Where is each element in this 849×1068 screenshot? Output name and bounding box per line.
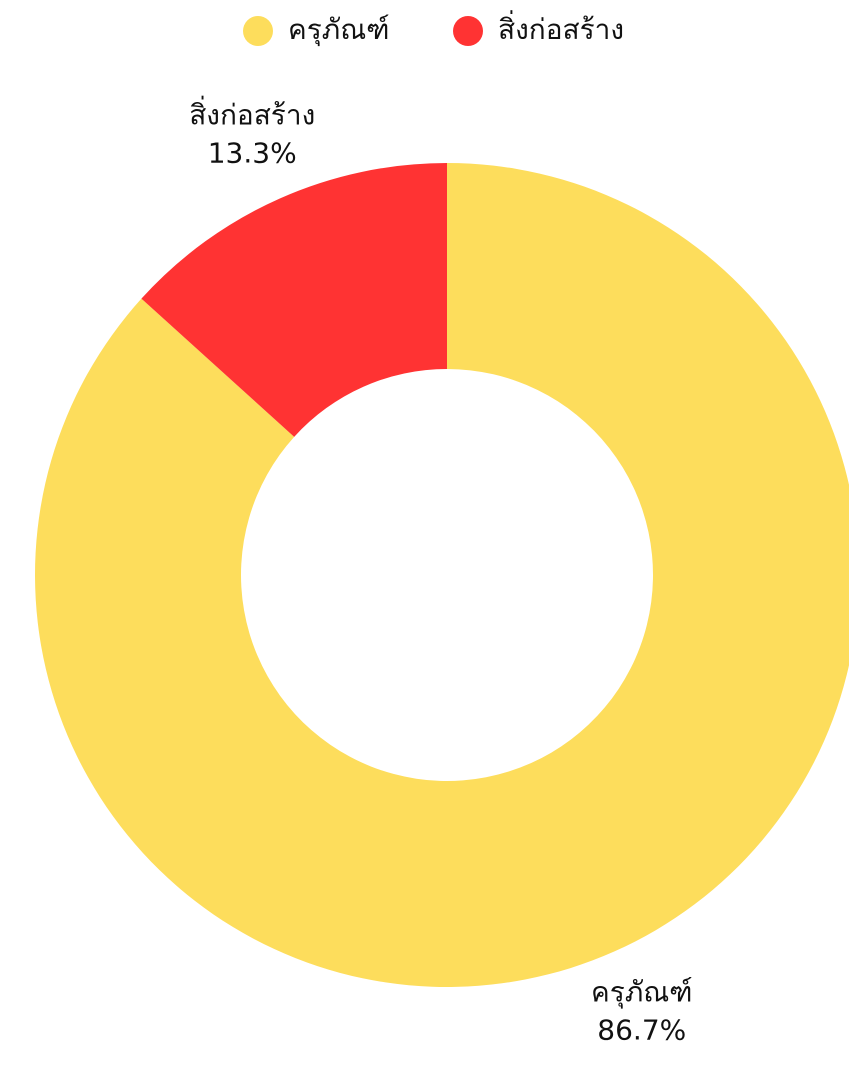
legend-label: ครุภัณฑ์ [288,13,389,47]
slice-value: 13.3% [208,136,297,169]
slice-value: 86.7% [597,1014,686,1047]
donut-slice [35,163,849,987]
slice-label: ครุภัณฑ์ [591,976,692,1010]
legend-label: สิ่งก่อสร้าง [498,10,624,46]
legend-swatch [243,16,273,46]
slice-label: สิ่งก่อสร้าง [189,95,315,131]
legend-swatch [453,16,483,46]
donut-slice [141,163,447,437]
